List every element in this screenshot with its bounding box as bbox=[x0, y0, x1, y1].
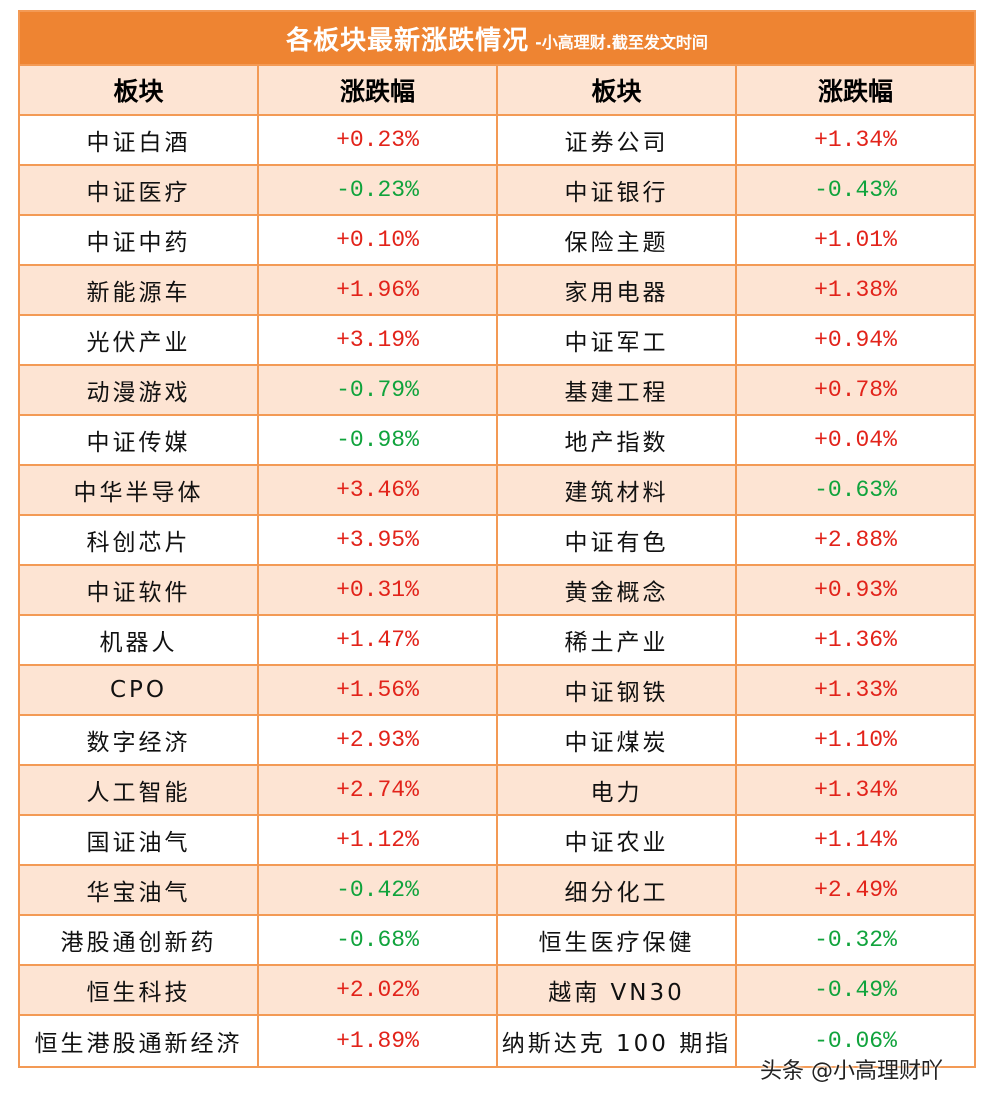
sector-name-cell: 中证银行 bbox=[498, 166, 737, 216]
sector-name-cell: 稀土产业 bbox=[498, 616, 737, 666]
sector-name-cell: 恒生医疗保健 bbox=[498, 916, 737, 966]
sector-name-cell: 中证中药 bbox=[20, 216, 259, 266]
table-title-subtitle: -小高理财.截至发文时间 bbox=[535, 33, 708, 52]
change-value-cell: +1.96% bbox=[259, 266, 498, 316]
sector-name-cell: 保险主题 bbox=[498, 216, 737, 266]
table-title: 各板块最新涨跌情况 -小高理财.截至发文时间 bbox=[20, 12, 974, 66]
sector-name-cell: 中证白酒 bbox=[20, 116, 259, 166]
change-value-cell: -0.79% bbox=[259, 366, 498, 416]
sector-name-cell: 中华半导体 bbox=[20, 466, 259, 516]
change-value-cell: -0.42% bbox=[259, 866, 498, 916]
change-value-cell: +2.88% bbox=[737, 516, 974, 566]
change-value-cell: +1.38% bbox=[737, 266, 974, 316]
change-value-cell: -0.63% bbox=[737, 466, 974, 516]
sector-name-cell: 证券公司 bbox=[498, 116, 737, 166]
watermark: 头条 @小高理财吖 bbox=[760, 1059, 943, 1084]
sector-name-cell: 光伏产业 bbox=[20, 316, 259, 366]
change-value-cell: +1.12% bbox=[259, 816, 498, 866]
change-value-cell: +3.19% bbox=[259, 316, 498, 366]
change-value-cell: -0.32% bbox=[737, 916, 974, 966]
change-value-cell: +1.56% bbox=[259, 666, 498, 716]
sector-name-cell: 中证军工 bbox=[498, 316, 737, 366]
change-value-cell: +1.34% bbox=[737, 116, 974, 166]
change-value-cell: +0.94% bbox=[737, 316, 974, 366]
change-value-cell: +1.36% bbox=[737, 616, 974, 666]
sector-name-cell: 中证煤炭 bbox=[498, 716, 737, 766]
change-value-cell: +0.10% bbox=[259, 216, 498, 266]
sector-name-cell: 细分化工 bbox=[498, 866, 737, 916]
sector-name-cell: 港股通创新药 bbox=[20, 916, 259, 966]
sector-name-cell: 机器人 bbox=[20, 616, 259, 666]
sector-name-cell: 基建工程 bbox=[498, 366, 737, 416]
change-value-cell: +1.01% bbox=[737, 216, 974, 266]
change-value-cell: +2.49% bbox=[737, 866, 974, 916]
sector-performance-table: 各板块最新涨跌情况 -小高理财.截至发文时间 板块 涨跌幅 板块 涨跌幅 中证白… bbox=[18, 10, 976, 1068]
sector-name-cell: 中证钢铁 bbox=[498, 666, 737, 716]
sector-name-cell: 中证医疗 bbox=[20, 166, 259, 216]
change-value-cell: +1.47% bbox=[259, 616, 498, 666]
sector-name-cell: 恒生港股通新经济 bbox=[20, 1016, 259, 1066]
sector-name-cell: 人工智能 bbox=[20, 766, 259, 816]
sector-name-cell: 地产指数 bbox=[498, 416, 737, 466]
sector-name-cell: 纳斯达克 100 期指 bbox=[498, 1016, 737, 1066]
sector-name-cell: 中证传媒 bbox=[20, 416, 259, 466]
sector-name-cell: 中证有色 bbox=[498, 516, 737, 566]
sector-name-cell: CPO bbox=[20, 666, 259, 716]
change-value-cell: -0.06% bbox=[737, 1016, 974, 1066]
change-value-cell: +0.23% bbox=[259, 116, 498, 166]
change-value-cell: +3.95% bbox=[259, 516, 498, 566]
change-value-cell: +0.04% bbox=[737, 416, 974, 466]
sector-name-cell: 恒生科技 bbox=[20, 966, 259, 1016]
change-value-cell: -0.68% bbox=[259, 916, 498, 966]
sector-name-cell: 中证软件 bbox=[20, 566, 259, 616]
sector-name-cell: 电力 bbox=[498, 766, 737, 816]
sector-name-cell: 家用电器 bbox=[498, 266, 737, 316]
sector-name-cell: 数字经济 bbox=[20, 716, 259, 766]
sector-name-cell: 中证农业 bbox=[498, 816, 737, 866]
sector-name-cell: 黄金概念 bbox=[498, 566, 737, 616]
sector-name-cell: 新能源车 bbox=[20, 266, 259, 316]
sector-name-cell: 动漫游戏 bbox=[20, 366, 259, 416]
sector-name-cell: 建筑材料 bbox=[498, 466, 737, 516]
sector-name-cell: 越南 VN30 bbox=[498, 966, 737, 1016]
sector-name-cell: 科创芯片 bbox=[20, 516, 259, 566]
column-header-change: 涨跌幅 bbox=[259, 66, 498, 116]
change-value-cell: +1.14% bbox=[737, 816, 974, 866]
change-value-cell: +2.74% bbox=[259, 766, 498, 816]
change-value-cell: +2.93% bbox=[259, 716, 498, 766]
table-grid: 板块 涨跌幅 板块 涨跌幅 中证白酒 +0.23% 证券公司 +1.34% 中证医疗 -0… bbox=[20, 66, 974, 1066]
change-value-cell: +1.33% bbox=[737, 666, 974, 716]
change-value-cell: +0.93% bbox=[737, 566, 974, 616]
change-value-cell: +1.89% bbox=[259, 1016, 498, 1066]
sector-name-cell: 华宝油气 bbox=[20, 866, 259, 916]
change-value-cell: +2.02% bbox=[259, 966, 498, 1016]
column-header-sector: 板块 bbox=[20, 66, 259, 116]
change-value-cell: -0.49% bbox=[737, 966, 974, 1016]
column-header-change-2: 涨跌幅 bbox=[737, 66, 974, 116]
change-value-cell: +0.31% bbox=[259, 566, 498, 616]
change-value-cell: -0.23% bbox=[259, 166, 498, 216]
change-value-cell: -0.98% bbox=[259, 416, 498, 466]
change-value-cell: +1.34% bbox=[737, 766, 974, 816]
change-value-cell: -0.43% bbox=[737, 166, 974, 216]
change-value-cell: +0.78% bbox=[737, 366, 974, 416]
column-header-sector-2: 板块 bbox=[498, 66, 737, 116]
table-title-main: 各板块最新涨跌情况 bbox=[286, 25, 530, 56]
change-value-cell: +1.10% bbox=[737, 716, 974, 766]
change-value-cell: +3.46% bbox=[259, 466, 498, 516]
sector-name-cell: 国证油气 bbox=[20, 816, 259, 866]
